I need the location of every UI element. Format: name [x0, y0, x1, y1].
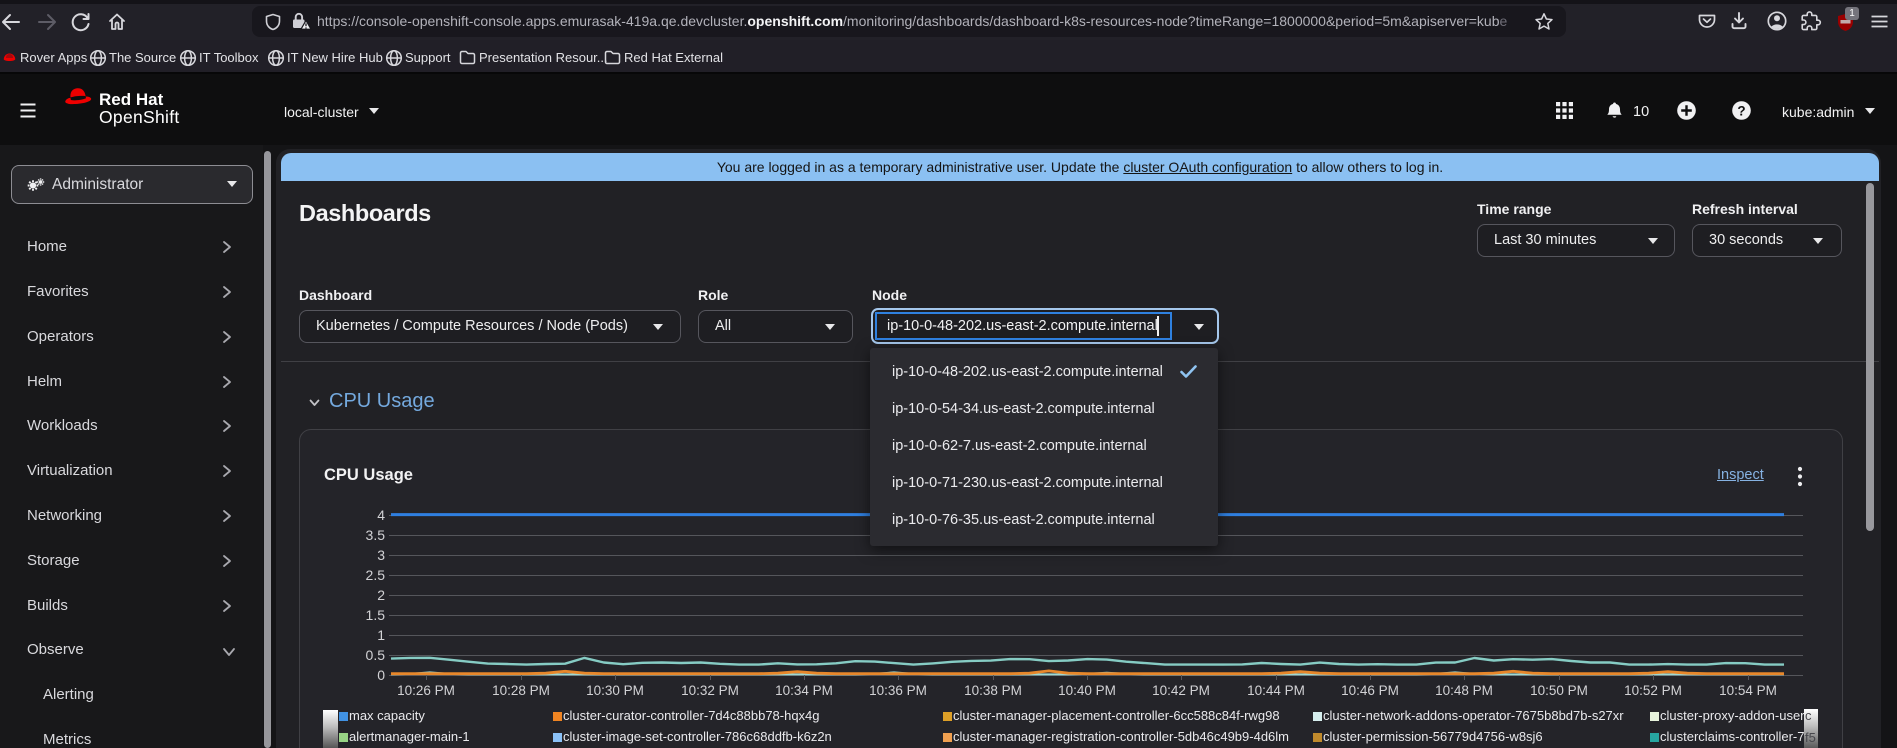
svg-text:?: ? [1737, 103, 1745, 118]
